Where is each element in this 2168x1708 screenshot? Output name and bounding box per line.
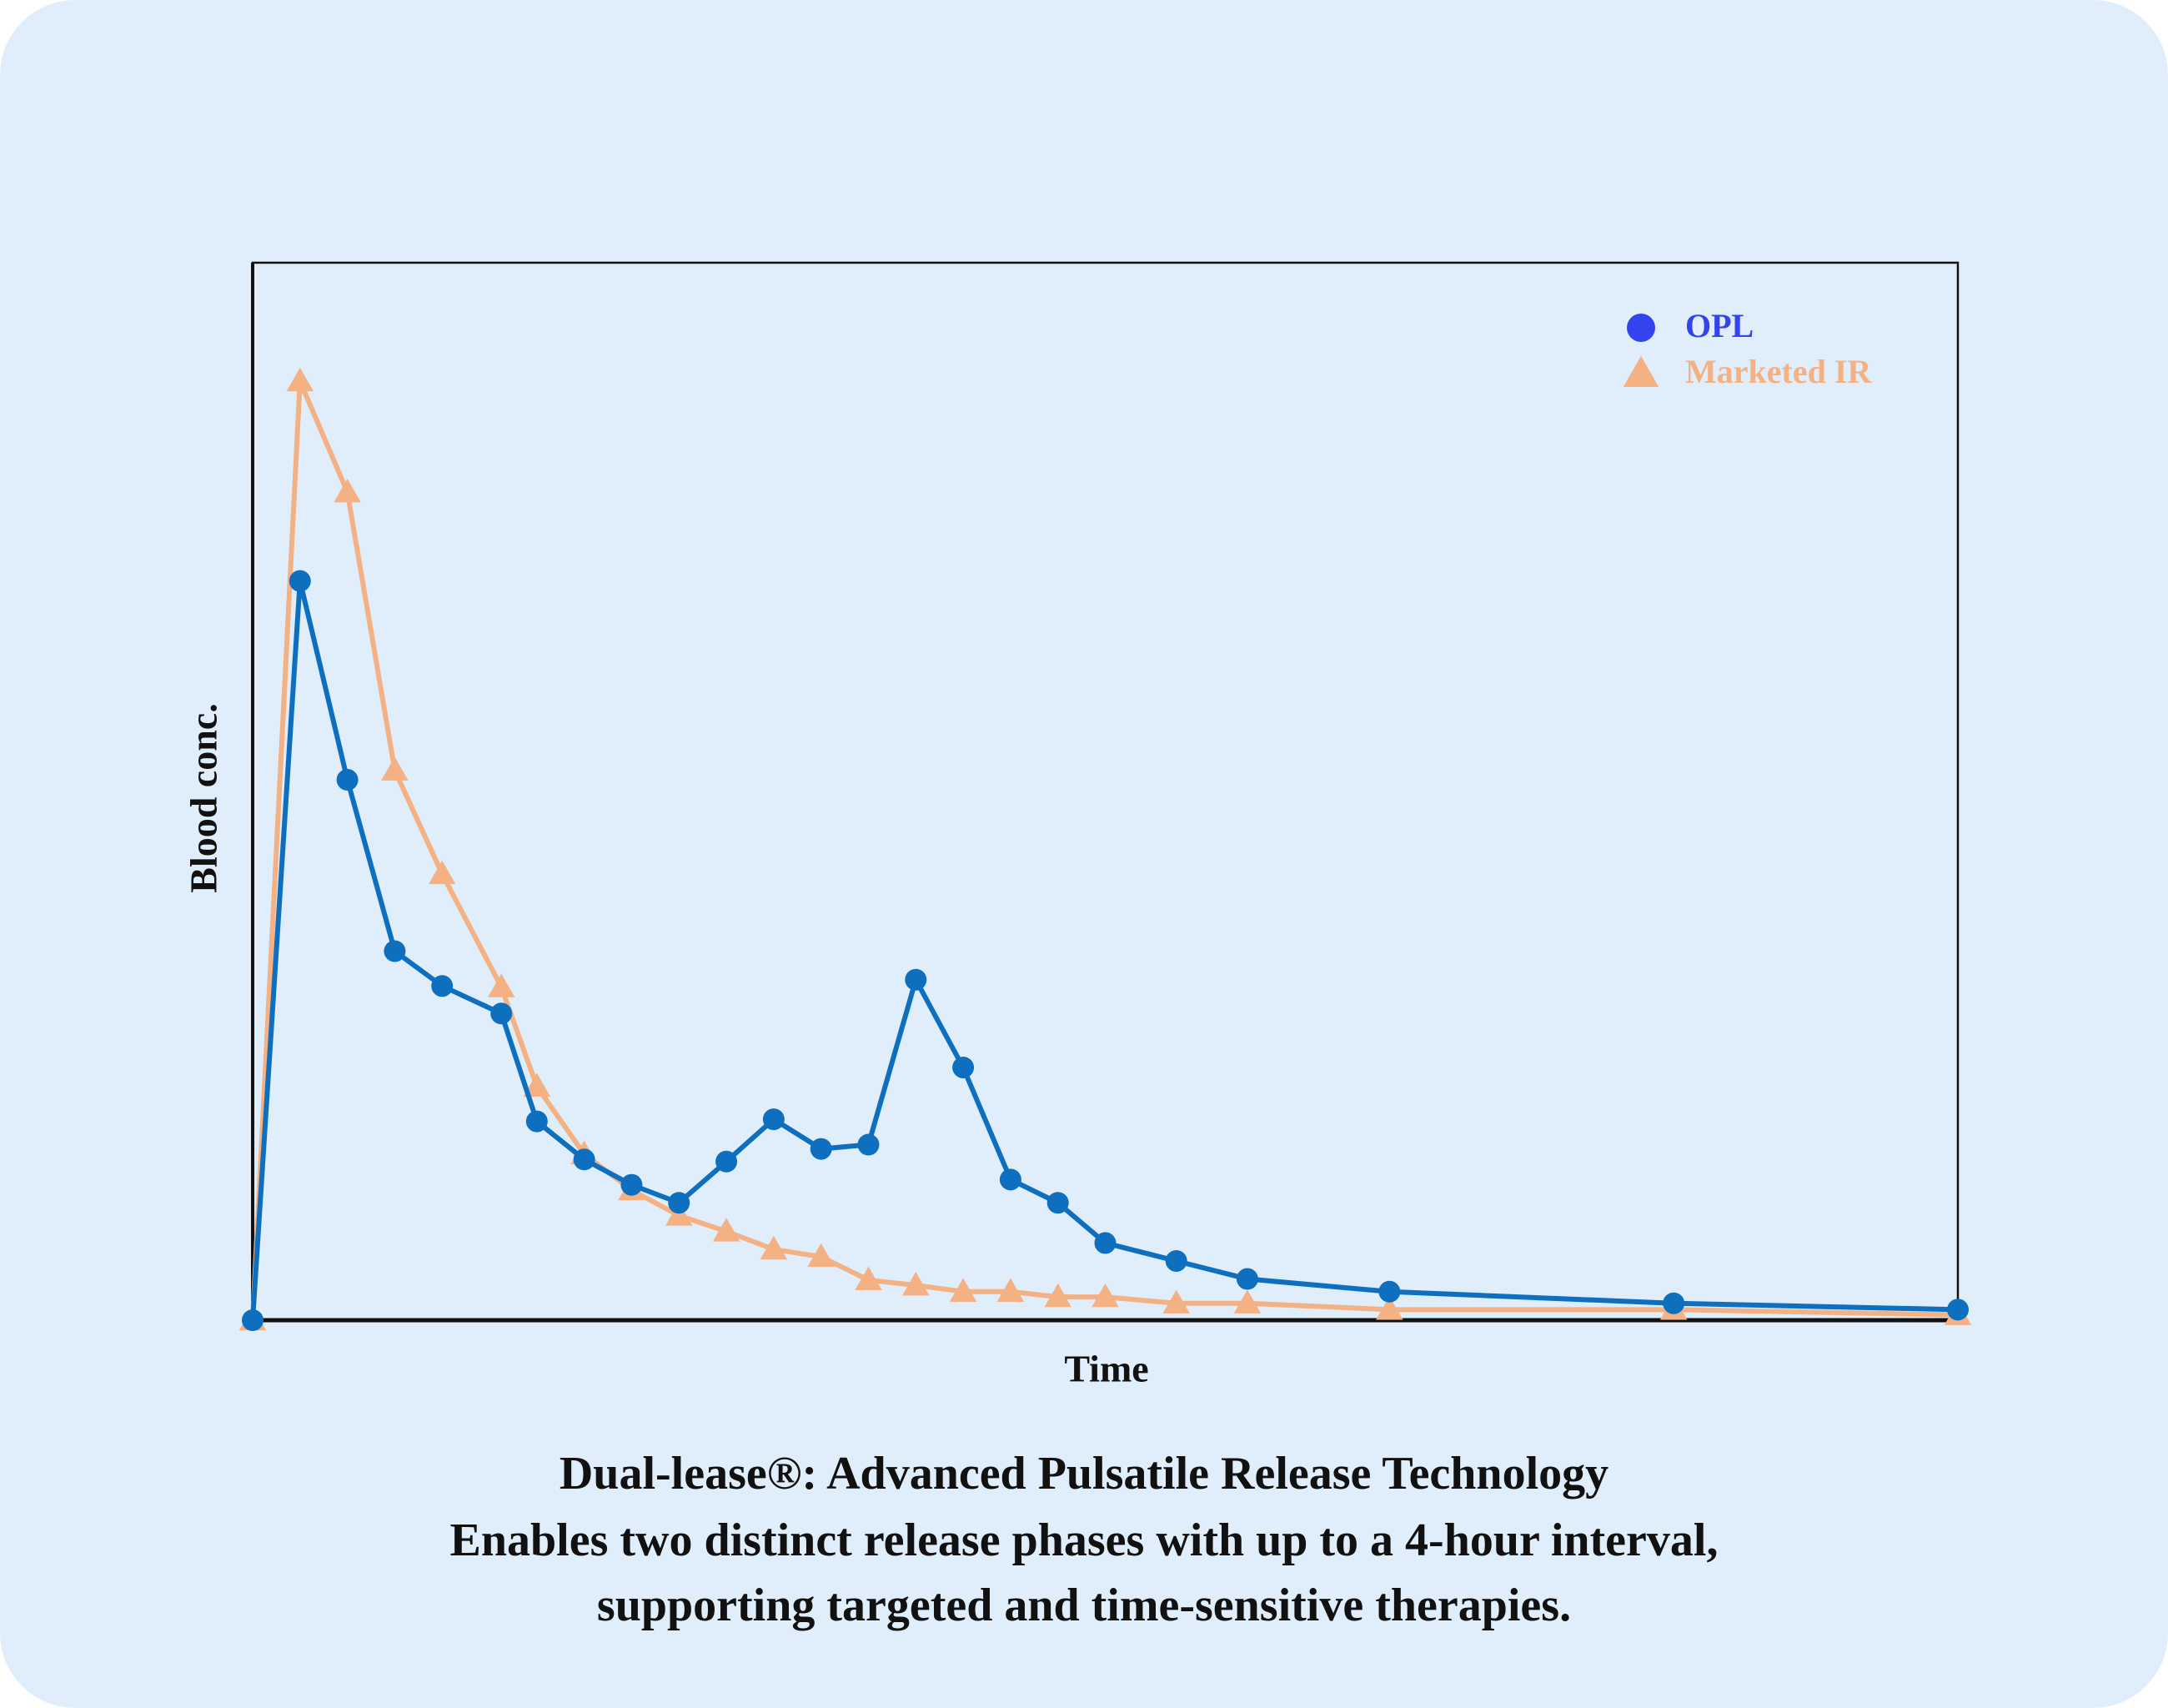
data-point xyxy=(289,570,311,592)
data-point xyxy=(487,973,515,997)
data-point xyxy=(525,1110,548,1133)
data-point xyxy=(1094,1232,1117,1254)
data-point xyxy=(999,1168,1021,1191)
data-point xyxy=(1092,1283,1119,1308)
data-point xyxy=(1947,1299,1969,1321)
legend-marker xyxy=(1623,355,1659,387)
legend-marker xyxy=(1627,314,1655,342)
data-point xyxy=(334,478,361,503)
data-point xyxy=(760,1235,788,1260)
data-point xyxy=(1044,1283,1071,1308)
caption-line: Enables two distinct release phases with… xyxy=(450,1515,1719,1566)
data-point xyxy=(952,1056,975,1078)
data-point xyxy=(668,1192,690,1214)
data-point xyxy=(336,769,359,791)
data-point xyxy=(1046,1192,1069,1214)
data-point xyxy=(665,1202,693,1226)
caption-line: Dual-lease®: Advanced Pulsatile Release … xyxy=(560,1448,1608,1500)
data-point xyxy=(1376,1296,1403,1320)
data-point xyxy=(1165,1249,1187,1272)
data-point xyxy=(807,1243,835,1268)
data-point xyxy=(902,1271,930,1296)
legend-label: OPL xyxy=(1685,307,1754,344)
data-point xyxy=(490,1002,513,1025)
data-point xyxy=(1663,1292,1685,1314)
data-point xyxy=(857,1133,880,1156)
series-line xyxy=(250,379,1959,1321)
data-point xyxy=(381,756,409,781)
data-point xyxy=(712,1218,740,1242)
data-point xyxy=(905,968,927,991)
data-point xyxy=(1162,1289,1190,1314)
y-axis-label: Blood conc. xyxy=(183,703,225,892)
data-point xyxy=(523,1073,551,1097)
legend-label: Marketed IR xyxy=(1685,353,1872,390)
data-point xyxy=(762,1108,785,1131)
x-axis-label: Time xyxy=(1064,1348,1148,1390)
data-point xyxy=(1236,1268,1258,1290)
data-point xyxy=(428,860,456,885)
data-point xyxy=(384,940,406,962)
data-point xyxy=(286,367,314,392)
data-point xyxy=(855,1266,882,1291)
data-point xyxy=(1378,1280,1401,1303)
data-point xyxy=(810,1138,832,1160)
data-point xyxy=(242,1309,263,1331)
data-point xyxy=(573,1148,595,1171)
caption-line: supporting targeted and time-sensitive t… xyxy=(597,1580,1571,1631)
data-point xyxy=(996,1278,1025,1302)
data-point xyxy=(949,1278,977,1302)
data-point xyxy=(620,1173,643,1196)
data-point xyxy=(1233,1289,1262,1314)
data-point xyxy=(431,975,454,997)
data-point xyxy=(715,1150,738,1173)
